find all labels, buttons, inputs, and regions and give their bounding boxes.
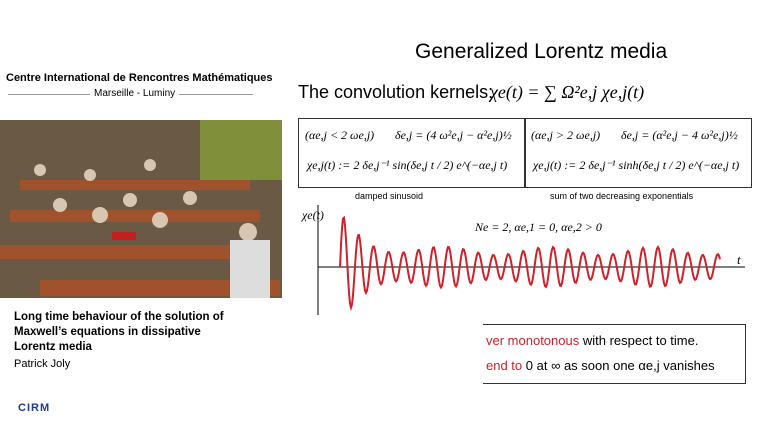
formula: χe(t) = ∑ Ω²e,j χe,j(t) <box>490 82 645 102</box>
caption: sum of two decreasing exponentials <box>550 191 694 201</box>
logo: CIRM <box>18 402 51 414</box>
highlight: ver monotonous <box>486 333 580 348</box>
left-box <box>298 118 526 188</box>
plot <box>317 205 745 315</box>
condition: (αe,j > 2 ωe,j) <box>531 128 601 142</box>
caption: damped sinusoid <box>355 191 424 201</box>
kernel: χe,j(t) := 2 δe,j⁻¹ sinh(δe,j t / 2) e^(… <box>533 158 740 172</box>
curve <box>339 215 721 312</box>
bullet: end to 0 at ∞ as soon one αe,j vanishes <box>486 358 715 373</box>
right-box <box>524 118 752 188</box>
condition: (αe,j < 2 ωe,j) <box>305 128 375 142</box>
delta: δe,j = (α²e,j − 4 ω²e,j)½ <box>621 128 738 142</box>
bullet-text: with respect to time. <box>582 333 699 348</box>
plot-annotation: Ne = 2, αe,1 = 0, αe,2 > 0 <box>475 220 602 234</box>
slide-title: Generalized Lorentz media <box>415 40 668 63</box>
kernel: χe,j(t) := 2 δe,j⁻¹ sin(δe,j t / 2) e^(−… <box>307 158 508 172</box>
bullet: ver monotonous with respect to time. <box>486 333 698 348</box>
plot-xlabel: t <box>737 252 741 267</box>
bullet-box <box>483 324 746 384</box>
speaker: Patrick Joly <box>14 358 71 370</box>
audience-photo <box>0 120 282 298</box>
delta: δe,j = (4 ω²e,j − α²e,j)½ <box>395 128 512 142</box>
institute: Centre International de Rencontres Mathé… <box>6 72 273 84</box>
plot-ylabel: χe(t) <box>302 208 324 222</box>
location: Marseille - Luminy <box>90 88 180 99</box>
talk-title: Long time behaviour of the solution of M… <box>14 311 224 353</box>
highlight: end to <box>486 358 523 373</box>
subtitle: The convolution kernels: <box>298 82 494 102</box>
bullet-text: 0 at ∞ as soon one αe,j vanishes <box>525 358 715 373</box>
